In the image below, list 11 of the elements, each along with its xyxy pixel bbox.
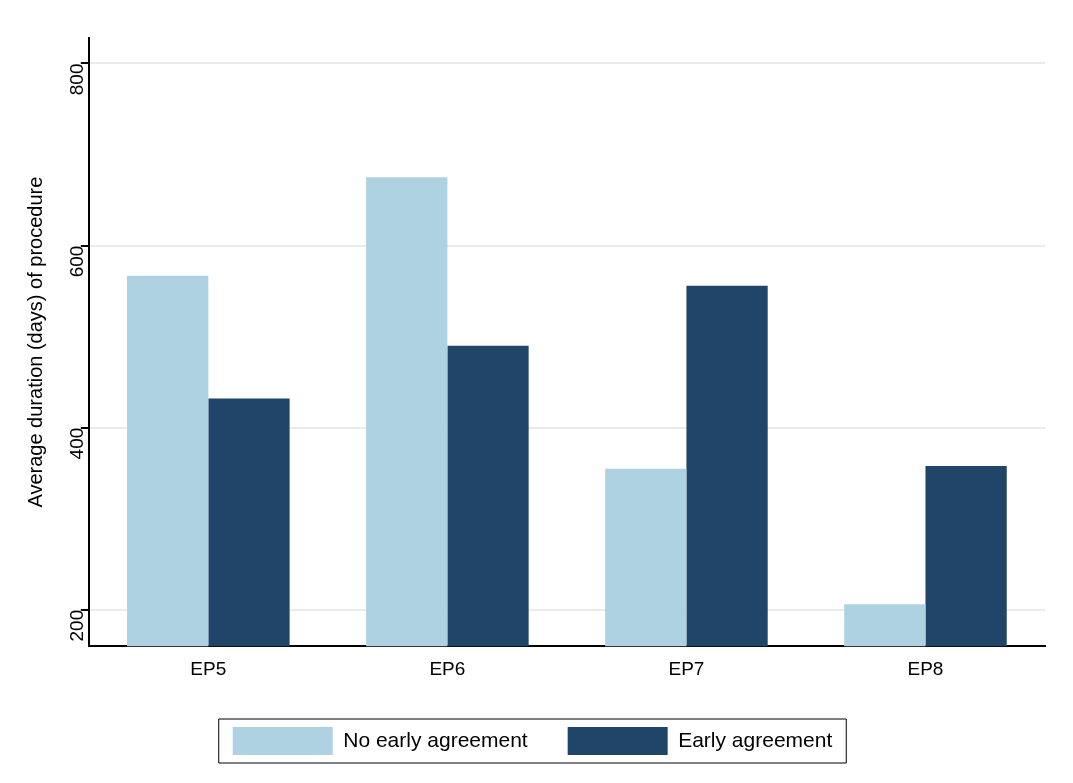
y-tick-label: 600 — [66, 245, 88, 278]
legend-label: Early agreement — [678, 727, 833, 751]
x-tick-label: EP5 — [190, 657, 227, 679]
x-tick-label: EP8 — [907, 657, 944, 679]
legend-label: No early agreement — [343, 727, 528, 751]
y-tick-label: 200 — [66, 609, 88, 642]
x-tick-label: EP7 — [668, 657, 705, 679]
y-tick-label: 400 — [66, 427, 88, 460]
y-tick-label: 800 — [66, 63, 88, 96]
y-axis-title: Average duration (days) of procedure — [23, 176, 46, 508]
x-tick-label: EP6 — [429, 657, 466, 679]
